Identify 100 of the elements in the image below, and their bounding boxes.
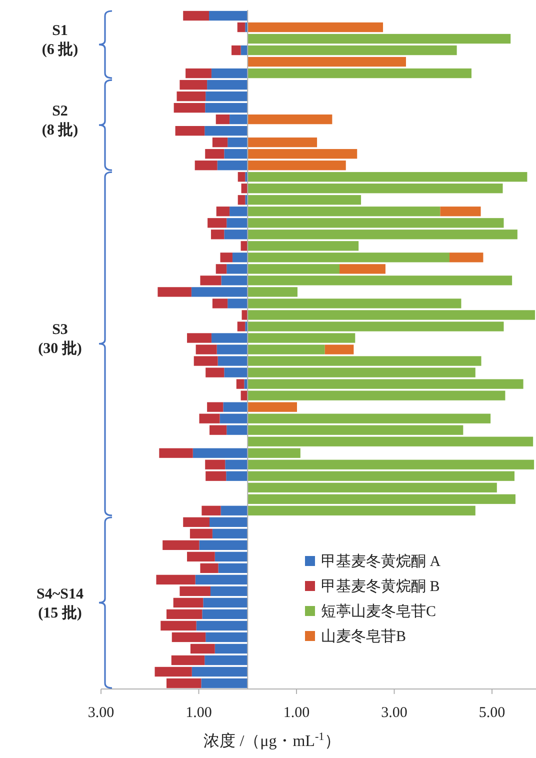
- bar: [220, 506, 248, 516]
- bar: [230, 114, 248, 124]
- bar: [248, 494, 516, 504]
- bar: [228, 138, 248, 148]
- bar: [248, 114, 332, 124]
- bar: [180, 586, 210, 596]
- bar: [204, 655, 248, 666]
- bar: [248, 482, 497, 492]
- bar: [192, 448, 248, 458]
- bar: [248, 160, 346, 170]
- bar: [166, 609, 202, 620]
- bar: [248, 149, 358, 159]
- bar: [199, 540, 248, 550]
- bar: [340, 264, 386, 274]
- bar: [440, 206, 481, 216]
- x-tick-label: 3.00: [381, 705, 408, 721]
- bar: [212, 528, 248, 538]
- bar: [190, 528, 212, 538]
- bar: [248, 34, 511, 44]
- bar: [230, 206, 248, 216]
- bar: [248, 22, 384, 32]
- bar: [248, 230, 518, 240]
- bar: [212, 298, 228, 308]
- bar: [248, 218, 504, 228]
- x-tick-label: 1.00: [186, 705, 212, 721]
- bar: [206, 471, 226, 481]
- bar: [214, 552, 248, 562]
- x-tick-label: 3.00: [88, 705, 114, 721]
- y-tick-label: S2 (8 批): [42, 103, 78, 138]
- bar: [248, 460, 534, 470]
- bar: [237, 22, 246, 32]
- bar: [202, 609, 248, 620]
- y-tick-label: S1 (6 批): [42, 22, 78, 58]
- bar: [218, 563, 248, 573]
- bar: [180, 80, 208, 90]
- bar: [240, 241, 248, 251]
- bar: [324, 344, 354, 354]
- y-tick-label: S3 (30 批): [38, 322, 82, 357]
- bar: [212, 138, 228, 148]
- x-tick-label: 5.00: [478, 705, 506, 721]
- bar: [203, 598, 248, 608]
- bar: [248, 506, 476, 516]
- bar: [173, 598, 204, 608]
- bar: [224, 149, 248, 159]
- bar: [225, 460, 248, 470]
- bar: [192, 666, 248, 677]
- bar: [174, 102, 206, 113]
- bar: [205, 460, 226, 470]
- bar: [162, 540, 200, 550]
- legend-label: 短葶山麦冬皂苷C: [321, 603, 436, 620]
- bar: [248, 68, 472, 78]
- bar: [201, 678, 248, 688]
- bar: [248, 45, 457, 56]
- bar: [238, 172, 246, 182]
- y-tick-label: S4~S14 (15 批): [36, 586, 84, 622]
- bar: [248, 172, 528, 182]
- bar: [226, 218, 248, 228]
- bar: [195, 574, 248, 585]
- bar: [205, 102, 248, 113]
- bar: [196, 620, 248, 631]
- bar: [216, 114, 230, 124]
- bar: [172, 632, 206, 642]
- bar: [190, 644, 215, 654]
- bar: [206, 91, 248, 102]
- bar: [175, 126, 205, 136]
- bar: [166, 678, 202, 688]
- bar: [232, 45, 241, 56]
- bar: [183, 517, 210, 527]
- bar: [183, 10, 210, 21]
- bar: [176, 91, 206, 102]
- bar: [449, 252, 484, 262]
- bar: [206, 632, 248, 642]
- bar: [158, 287, 192, 297]
- bar: [224, 230, 248, 240]
- bar: [210, 517, 248, 527]
- legend-label: 甲基麦冬黄烷酮 B: [321, 578, 440, 595]
- bar: [210, 586, 248, 596]
- bar: [208, 218, 227, 228]
- bar: [248, 195, 362, 205]
- bar: [216, 206, 230, 216]
- bar: [160, 620, 196, 631]
- bar: [248, 56, 406, 67]
- bar: [217, 160, 248, 170]
- bar: [205, 149, 224, 159]
- bar: [156, 574, 196, 585]
- bar: [202, 506, 221, 516]
- bar: [171, 655, 205, 666]
- bar: [238, 195, 246, 205]
- x-tick-label: 1.00: [283, 705, 310, 721]
- bar: [207, 80, 248, 90]
- bar: [248, 471, 514, 481]
- legend-label: 山麦冬皂苷B: [321, 628, 406, 645]
- bar: [226, 471, 248, 481]
- bar: [211, 68, 248, 78]
- bar: [159, 448, 193, 458]
- bar: [204, 126, 248, 136]
- bar: [214, 644, 248, 654]
- bar: [194, 160, 218, 170]
- bar: [187, 552, 215, 562]
- bar: [209, 10, 248, 21]
